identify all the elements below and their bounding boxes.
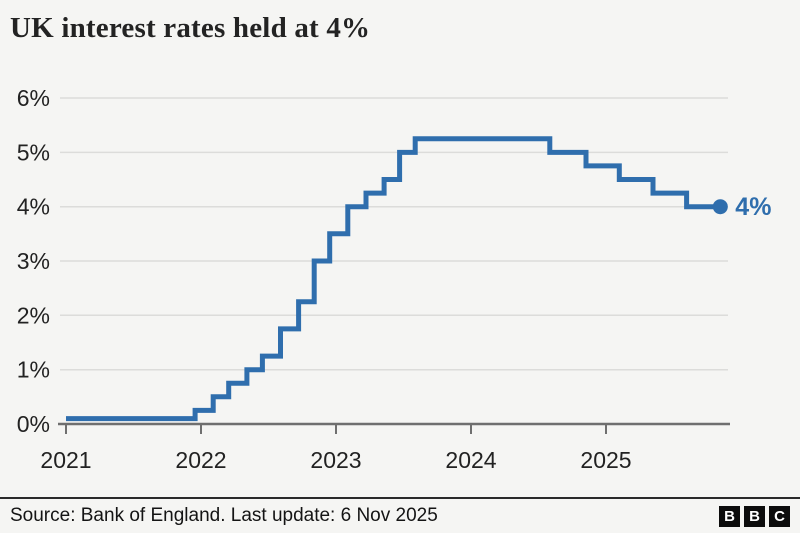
end-point-label: 4%: [735, 193, 771, 221]
end-point-marker: [712, 199, 728, 215]
y-axis-label-1%: 1%: [17, 357, 50, 383]
chart-title: UK interest rates held at 4%: [10, 12, 371, 44]
y-axis-label-2%: 2%: [17, 302, 50, 328]
x-axis-label-2025: 2025: [580, 447, 631, 473]
y-axis-label-6%: 6%: [17, 85, 50, 111]
x-axis-label-2021: 2021: [40, 447, 91, 473]
source-text: Source: Bank of England. Last update: 6 …: [10, 505, 438, 526]
rate-step-chart: 0% 1% 2% 3% 4% 5% 6% 2021 2022 2023 2024 2025 4%: [17, 85, 772, 473]
y-axis-label-5%: 5%: [17, 139, 50, 165]
x-axis-label-2022: 2022: [175, 447, 226, 473]
bbc-logo-letter-b2: B: [744, 505, 765, 527]
x-axis-label-2023: 2023: [310, 447, 361, 473]
y-axis-label-4%: 4%: [17, 194, 50, 220]
footer: Source: Bank of England. Last update: 6 …: [0, 497, 800, 533]
bbc-logo-letter-b1: B: [719, 505, 740, 527]
bbc-logo: B B C: [719, 505, 790, 527]
bbc-logo-letter-c: C: [769, 505, 790, 527]
y-axis-label-3%: 3%: [17, 248, 50, 274]
x-axis-label-2024: 2024: [445, 447, 496, 473]
y-axis-label-0%: 0%: [17, 411, 50, 437]
rate-step-line: [66, 136, 721, 422]
